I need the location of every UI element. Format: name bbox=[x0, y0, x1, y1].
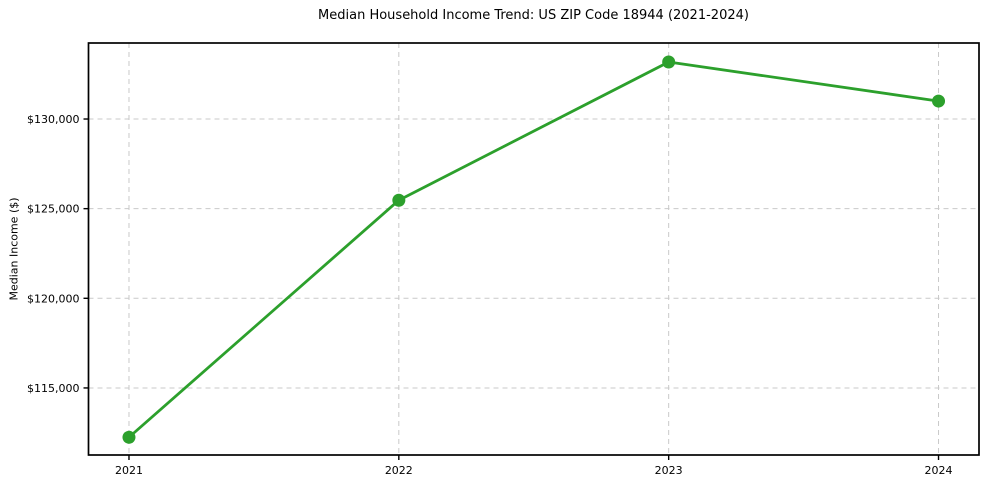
x-tick-label: 2024 bbox=[925, 464, 953, 477]
plot-border bbox=[87, 42, 980, 456]
trend-line bbox=[127, 60, 940, 439]
x-tick-label: 2023 bbox=[655, 464, 683, 477]
data-point-2024 bbox=[932, 94, 946, 108]
y-tick-label: $120,000 bbox=[27, 292, 80, 305]
chart-title: Median Household Income Trend: US ZIP Co… bbox=[318, 8, 749, 23]
y-tick-label: $115,000 bbox=[27, 382, 80, 395]
x-tick-label: 2021 bbox=[115, 464, 143, 477]
data-point-2022 bbox=[392, 193, 406, 207]
y-tick-label: $125,000 bbox=[27, 203, 80, 216]
data-point-2021 bbox=[122, 430, 136, 444]
x-tick-label: 2022 bbox=[385, 464, 413, 477]
y-tick-label: $130,000 bbox=[27, 113, 80, 126]
data-point-2023 bbox=[662, 55, 676, 69]
y-axis-label: Median Income ($) bbox=[7, 197, 21, 301]
